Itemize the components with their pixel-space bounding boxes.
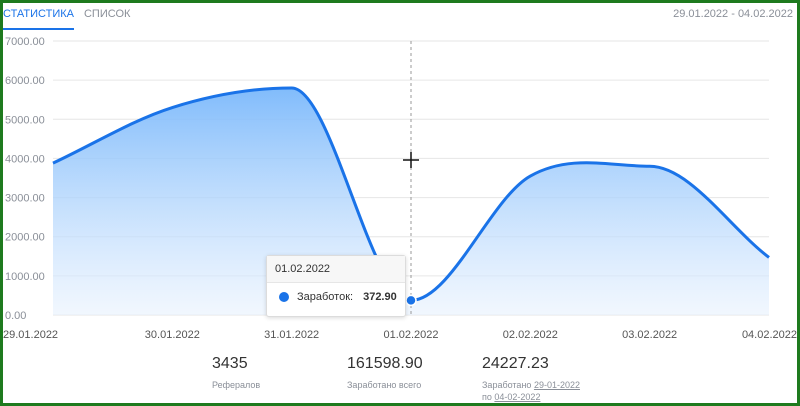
stat-referrals-label: Рефералов: [212, 380, 261, 390]
x-tick-label: 30.01.2022: [145, 329, 200, 341]
stat-earned-total-label: Заработано всего: [347, 380, 422, 390]
x-tick-label: 04.02.2022: [742, 329, 797, 341]
y-tick-label: 7000.00: [5, 36, 45, 48]
stat-earned-period: 24227.23 Заработано 29-01-2022 по 04-02-…: [482, 355, 580, 403]
y-tick-label: 6000.00: [5, 75, 45, 87]
x-tick-label: 29.01.2022: [3, 329, 58, 341]
y-tick-label: 1000.00: [5, 271, 45, 283]
stat-earned-period-prefix: Заработано: [482, 380, 532, 390]
period-from-link[interactable]: 29-01-2022: [533, 380, 580, 390]
x-tick-label: 01.02.2022: [383, 329, 438, 341]
chart-tooltip: 01.02.2022 Заработок: 372.90: [266, 255, 406, 317]
x-tick-label: 03.02.2022: [622, 329, 677, 341]
tab-bar: СТАТИСТИКА СПИСОК: [3, 3, 140, 30]
tab-statistics[interactable]: СТАТИСТИКА: [3, 3, 74, 30]
series-area: [53, 87, 769, 315]
stat-referrals-value: 3435: [212, 355, 248, 372]
y-tick-label: 3000.00: [5, 193, 45, 205]
y-tick-label: 2000.00: [5, 232, 45, 244]
stat-earned-total: 161598.90 Заработано всего: [347, 355, 423, 391]
y-tick-label: 5000.00: [5, 114, 45, 126]
tooltip-series-label: Заработок:: [297, 291, 354, 303]
stat-earned-total-value: 161598.90: [347, 355, 423, 372]
stat-referrals: 3435 Рефералов: [212, 355, 260, 391]
stat-earned-period-value: 24227.23: [482, 355, 549, 372]
stat-earned-period-mid: по: [482, 392, 492, 402]
period-to-link[interactable]: 04-02-2022: [494, 392, 541, 402]
x-tick-label: 31.01.2022: [264, 329, 319, 341]
x-tick-label: 02.02.2022: [503, 329, 558, 341]
y-tick-label: 4000.00: [5, 153, 45, 165]
series-dot-icon: [279, 292, 289, 302]
tooltip-date: 01.02.2022: [267, 256, 405, 283]
hovered-data-point: [405, 294, 417, 307]
y-tick-label: 0.00: [5, 310, 26, 322]
stat-earned-period-label: Заработано 29-01-2022 по 04-02-2022: [482, 379, 580, 403]
app-frame-inner: [3, 3, 797, 403]
date-range[interactable]: 29.01.2022 - 04.02.2022: [673, 8, 793, 20]
tooltip-value: 372.90: [363, 291, 397, 303]
tab-list[interactable]: СПИСОК: [83, 8, 131, 20]
tooltip-row: Заработок: 372.90: [267, 283, 405, 303]
earnings-chart[interactable]: 0.00 1000.00 2000.00 3000.00 4000.00 5000.00 6…: [3, 3, 797, 348]
